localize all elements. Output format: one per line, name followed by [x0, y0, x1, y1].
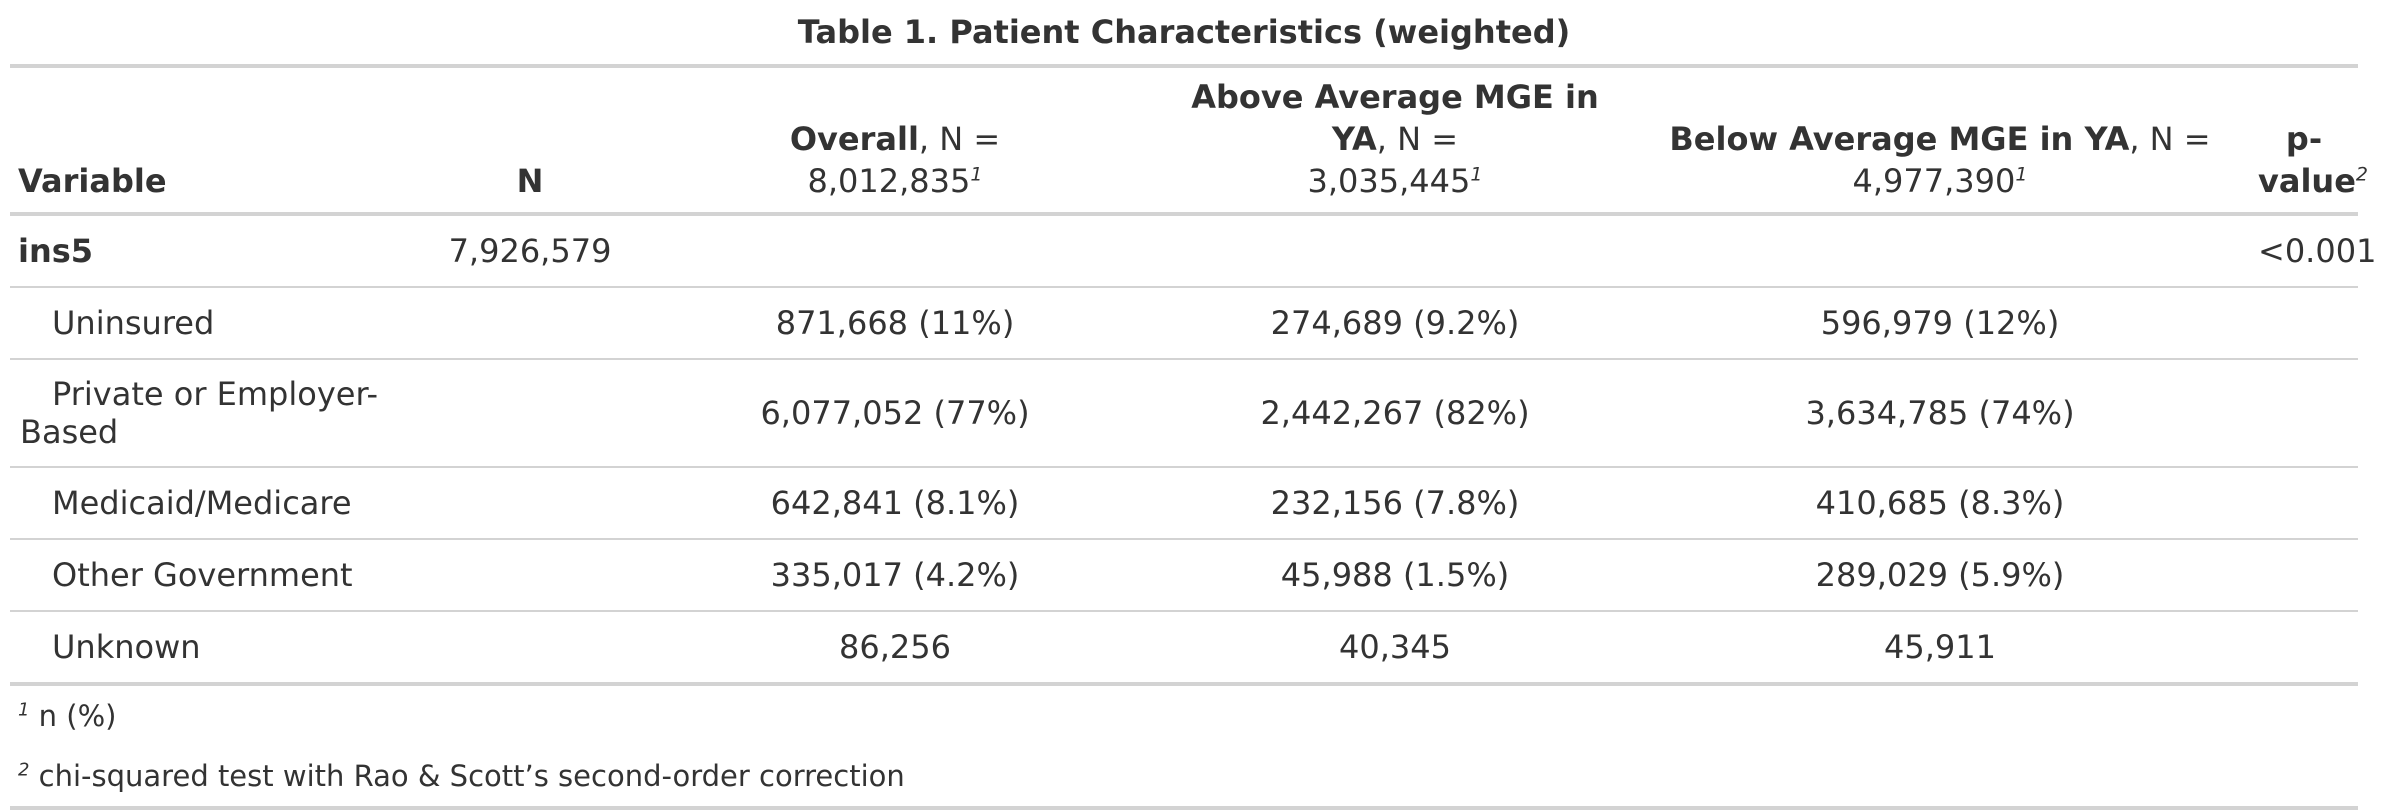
cell-overall: 6,077,052 (77%)	[630, 359, 1160, 468]
header-variable: Variable	[10, 68, 430, 216]
cell-p-value	[2250, 359, 2358, 468]
header-below-footnote-mark: 1	[2015, 163, 2028, 186]
cell-above: 45,988 (1.5%)	[1160, 539, 1630, 612]
table-footnotes: 1 n (%) 2 chi-squared test with Rao & Sc…	[10, 686, 2358, 810]
cell-overall	[630, 214, 1160, 288]
cell-overall: 642,841 (8.1%)	[630, 467, 1160, 540]
header-below-n: 4,977,390	[1852, 162, 2016, 200]
cell-n	[430, 359, 630, 468]
cell-n: 7,926,579	[430, 214, 630, 288]
cell-below: 3,634,785 (74%)	[1630, 359, 2250, 468]
cell-below: 410,685 (8.3%)	[1630, 467, 2250, 540]
cell-above: 2,442,267 (82%)	[1160, 359, 1630, 468]
header-p-value: p-value2	[2250, 68, 2368, 216]
footnote-1-mark: 1	[18, 699, 30, 721]
cell-above: 40,345	[1160, 611, 1630, 686]
cell-p-value	[2250, 467, 2358, 540]
cell-overall: 335,017 (4.2%)	[630, 539, 1160, 612]
summary-table-container: Table 1. Patient Characteristics (weight…	[10, 0, 2376, 810]
cell-p-value	[2250, 287, 2358, 360]
patient-characteristics-table: Variable N Overall, N = 8,012,8351 Above …	[10, 68, 2376, 686]
cell-above: 232,156 (7.8%)	[1160, 467, 1630, 540]
cell-below: 45,911	[1630, 611, 2250, 686]
header-overall-n: 8,012,835	[807, 162, 971, 200]
cell-n	[430, 467, 630, 540]
footnote-2: 2 chi-squared test with Rao & Scott’s se…	[18, 746, 2358, 806]
cell-n	[430, 287, 630, 360]
header-below-suffix: , N =	[2129, 120, 2211, 158]
cell-overall: 86,256	[630, 611, 1160, 686]
table-row-medicaid: Medicaid/Medicare 642,841 (8.1%) 232,156…	[10, 467, 2358, 540]
footnote-2-text: chi-squared test with Rao & Scott’s seco…	[38, 759, 905, 793]
table-title: Table 1. Patient Characteristics (weight…	[10, 0, 2358, 68]
cell-p-value	[2250, 611, 2358, 686]
header-n: N	[430, 68, 630, 216]
table-row-uninsured: Uninsured 871,668 (11%) 274,689 (9.2%) 5…	[10, 287, 2358, 360]
row-label: Medicaid/Medicare	[10, 467, 430, 540]
table-row-private: Private or Employer-Based 6,077,052 (77%…	[10, 359, 2358, 468]
table-row-unknown: Unknown 86,256 40,345 45,911	[10, 611, 2358, 686]
cell-p-value	[2250, 539, 2358, 612]
header-above-footnote-mark: 1	[1470, 163, 1483, 186]
header-overall-footnote-mark: 1	[970, 163, 983, 186]
cell-p-value: <0.001	[2250, 214, 2376, 288]
cell-overall: 871,668 (11%)	[630, 287, 1160, 360]
header-overall: Overall, N = 8,012,8351	[630, 68, 1160, 216]
header-overall-suffix: , N =	[918, 120, 1001, 158]
row-label: Other Government	[10, 539, 430, 612]
header-below-average: Below Average MGE in YA, N = 4,977,3901	[1630, 68, 2250, 216]
footnote-1: 1 n (%)	[18, 686, 2358, 746]
header-above-n: 3,035,445	[1307, 162, 1471, 200]
cell-below: 289,029 (5.9%)	[1630, 539, 2250, 612]
cell-below	[1630, 214, 2250, 288]
cell-above	[1160, 214, 1630, 288]
header-above-suffix: , N =	[1376, 120, 1459, 158]
cell-n	[430, 539, 630, 612]
header-p-line1: p-	[2285, 120, 2323, 158]
cell-n	[430, 611, 630, 686]
row-label: Unknown	[10, 611, 430, 686]
header-overall-label: Overall	[789, 120, 919, 158]
cell-below: 596,979 (12%)	[1630, 287, 2250, 360]
header-p-line2: value	[2258, 162, 2356, 200]
header-above-average: Above Average MGE in YA, N = 3,035,4451	[1160, 68, 1630, 216]
table-row-other-government: Other Government 335,017 (4.2%) 45,988 (…	[10, 539, 2358, 612]
header-above-label: Above Average MGE in YA	[1191, 78, 1599, 158]
row-label: Private or Employer-Based	[10, 359, 430, 468]
row-label: ins5	[10, 214, 430, 288]
cell-above: 274,689 (9.2%)	[1160, 287, 1630, 360]
header-p-footnote-mark: 2	[2355, 163, 2368, 186]
row-label: Uninsured	[10, 287, 430, 360]
footnote-1-text: n (%)	[38, 699, 117, 733]
header-below-label: Below Average MGE in YA	[1669, 120, 2130, 158]
header-row: Variable N Overall, N = 8,012,8351 Above …	[10, 68, 2368, 216]
table-row-ins5: ins5 7,926,579 <0.001	[10, 214, 2376, 288]
